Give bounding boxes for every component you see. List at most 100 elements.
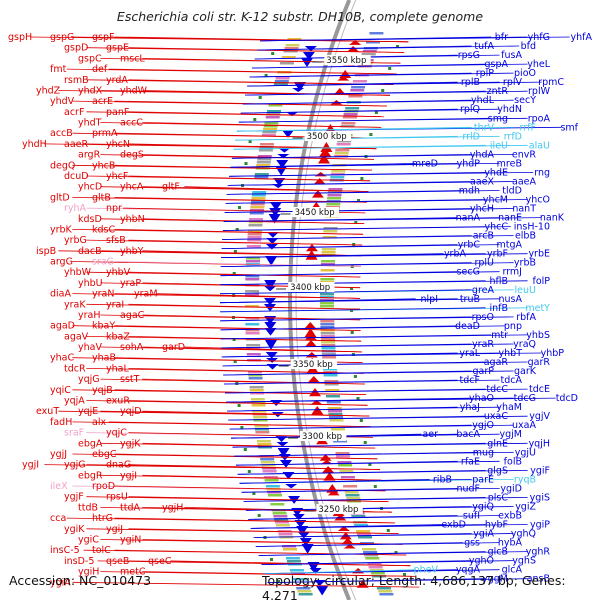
gene-label-phev[interactable]: pheV — [414, 565, 439, 576]
gene-label-yhdv[interactable]: yhdV — [50, 96, 75, 107]
gene-label-rpsu[interactable]: rpsU — [106, 492, 128, 503]
gene-label-garp[interactable]: garP — [473, 366, 495, 377]
gene-label-ryha[interactable]: ryhA — [64, 203, 87, 214]
gene-label-yhbt[interactable]: yhbT — [499, 348, 523, 359]
gene-label-rplu[interactable]: rplU — [474, 258, 494, 269]
gene-label-cca[interactable]: cca — [50, 513, 66, 524]
gene-label-gltb[interactable]: gltB — [92, 192, 111, 203]
gene-label-yqic[interactable]: yqiC — [50, 385, 71, 396]
gene-label-panf[interactable]: panF — [106, 107, 129, 118]
gene-label-nusa[interactable]: nusA — [499, 294, 523, 305]
gene-label-gspg[interactable]: gspG — [50, 32, 74, 43]
gene-label-yhcd[interactable]: yhcD — [78, 182, 102, 193]
gene-label-yhdt[interactable]: yhdT — [78, 118, 102, 129]
gene-label-soha[interactable]: sohA — [120, 342, 144, 353]
gene-label-ygid[interactable]: ygiD — [500, 483, 522, 494]
gene-label-yghs[interactable]: yghS — [512, 556, 536, 567]
gene-label-sufi[interactable]: sufI — [463, 511, 480, 522]
gene-label-yraq[interactable]: yraQ — [513, 339, 536, 350]
gene-label-kdsc[interactable]: kdsC — [92, 224, 115, 235]
gene-label-sraf[interactable]: sraF — [64, 428, 84, 439]
gene-label-def[interactable]: def — [92, 64, 108, 75]
gene-label-ygjm[interactable]: ygjM — [500, 429, 523, 440]
gene-label-insd-5[interactable]: insD-5 — [64, 556, 94, 567]
gene-label-rpmc[interactable]: rpmC — [538, 77, 564, 88]
gene-label-tdcd[interactable]: tdcD — [556, 393, 578, 404]
gene-label-fadh[interactable]: fadH — [50, 417, 72, 428]
gene-label-rpoa[interactable]: rpoA — [528, 113, 551, 124]
gene-label-agav[interactable]: agaV — [64, 331, 89, 342]
gene-label-ygif[interactable]: ygiF — [530, 465, 550, 476]
gene-label-ygji[interactable]: ygjI — [22, 460, 39, 471]
gene-label-yhcf[interactable]: yhcF — [106, 171, 128, 182]
gene-label-insh-10[interactable]: insH-10 — [514, 222, 550, 233]
gene-label-ygjj[interactable]: ygjJ — [50, 449, 67, 460]
gene-label-leuu[interactable]: leuU — [515, 285, 537, 296]
gene-label-uxaa[interactable]: uxaA — [512, 420, 536, 431]
gene-label-zntr[interactable]: zntR — [487, 86, 509, 97]
gene-label-yhcb[interactable]: yhcB — [92, 160, 115, 171]
gene-label-mdh[interactable]: mdh — [459, 186, 480, 197]
gene-label-qseb[interactable]: qseB — [106, 556, 129, 567]
gene-label-degq[interactable]: degQ — [50, 160, 75, 171]
gene-label-rrld[interactable]: rrlD — [462, 131, 480, 142]
gene-label-yhbw[interactable]: yhbW — [64, 267, 92, 278]
gene-label-rplq[interactable]: rplQ — [460, 104, 480, 115]
gene-label-dacb[interactable]: dacB — [78, 246, 102, 257]
gene-label-tolc[interactable]: tolC — [92, 545, 111, 556]
gene-label-ygik[interactable]: ygiK — [64, 524, 85, 535]
gene-label-garr[interactable]: garR — [528, 357, 551, 368]
gene-label-yhde[interactable]: yhdE — [484, 167, 508, 178]
gene-label-ygho[interactable]: yghO — [469, 556, 494, 567]
gene-label-tdca[interactable]: tdcA — [501, 375, 523, 386]
gene-label-ttdb[interactable]: ttdB — [78, 502, 98, 513]
gene-label-mscl[interactable]: mscL — [120, 53, 145, 64]
gene-label-yhdz[interactable]: yhdZ — [36, 86, 61, 97]
gene-label-mug[interactable]: mug — [473, 447, 494, 458]
gene-label-mreb[interactable]: mreB — [497, 158, 522, 169]
gene-label-kdsd[interactable]: kdsD — [78, 214, 102, 225]
gene-label-ygis[interactable]: ygiS — [530, 492, 550, 503]
gene-label-aaex[interactable]: aaeX — [470, 177, 494, 188]
gene-label-rplw[interactable]: rplW — [528, 86, 551, 97]
gene-label-mtga[interactable]: mtgA — [496, 240, 522, 251]
gene-label-rpsg[interactable]: rpsG — [458, 50, 480, 61]
gene-label-ebgr[interactable]: ebgR — [78, 470, 103, 481]
gene-label-nank[interactable]: nanK — [540, 213, 565, 224]
gene-label-yhbu[interactable]: yhbU — [78, 278, 103, 289]
gene-label-tufa[interactable]: tufA — [474, 41, 494, 52]
gene-label-yghq[interactable]: yghQ — [511, 529, 536, 540]
gene-label-rrmj[interactable]: rrmJ — [502, 267, 522, 278]
gene-label-qsec[interactable]: qseC — [148, 556, 172, 567]
gene-label-ryqb[interactable]: ryqB — [514, 474, 536, 485]
gene-label-yhco[interactable]: yhcO — [526, 195, 550, 206]
gene-label-rplb[interactable]: rplB — [461, 77, 480, 88]
gene-label-dcud[interactable]: dcuD — [64, 171, 89, 182]
gene-label-grea[interactable]: greA — [472, 285, 495, 296]
gene-label-ygjg[interactable]: ygjG — [64, 460, 86, 471]
gene-label-tldd[interactable]: tldD — [502, 186, 522, 197]
gene-label-agac[interactable]: agaC — [120, 310, 145, 321]
gene-label-nane[interactable]: nanE — [498, 213, 522, 224]
gene-label-kbay[interactable]: kbaY — [92, 321, 115, 332]
gene-label-rsmb[interactable]: rsmB — [64, 75, 89, 86]
gene-label-gspc[interactable]: gspC — [78, 53, 102, 64]
gene-label-yqja[interactable]: yqjA — [64, 396, 85, 407]
gene-label-smg[interactable]: smg — [488, 113, 508, 124]
gene-label-yhca[interactable]: yhcA — [120, 182, 144, 193]
gene-label-yhcm[interactable]: yhcM — [483, 195, 508, 206]
gene-label-ebga[interactable]: ebgA — [78, 438, 103, 449]
gene-label-yggm[interactable]: yggM — [482, 574, 508, 585]
gene-label-ribb[interactable]: ribB — [433, 474, 452, 485]
gene-label-glca[interactable]: glcA — [502, 565, 523, 576]
gene-label-yhby[interactable]: yhbY — [120, 246, 144, 257]
gene-label-yhav[interactable]: yhaV — [78, 342, 102, 353]
gene-label-fmt[interactable]: fmt — [50, 64, 67, 75]
gene-label-gspa[interactable]: gspA — [484, 59, 508, 70]
gene-label-yran[interactable]: yraN — [92, 289, 114, 300]
gene-label-agar[interactable]: agaR — [484, 357, 509, 368]
gene-label-pnp[interactable]: pnp — [504, 321, 522, 332]
gene-label-folp[interactable]: folP — [532, 276, 550, 287]
gene-label-exut[interactable]: exuT — [36, 406, 59, 417]
